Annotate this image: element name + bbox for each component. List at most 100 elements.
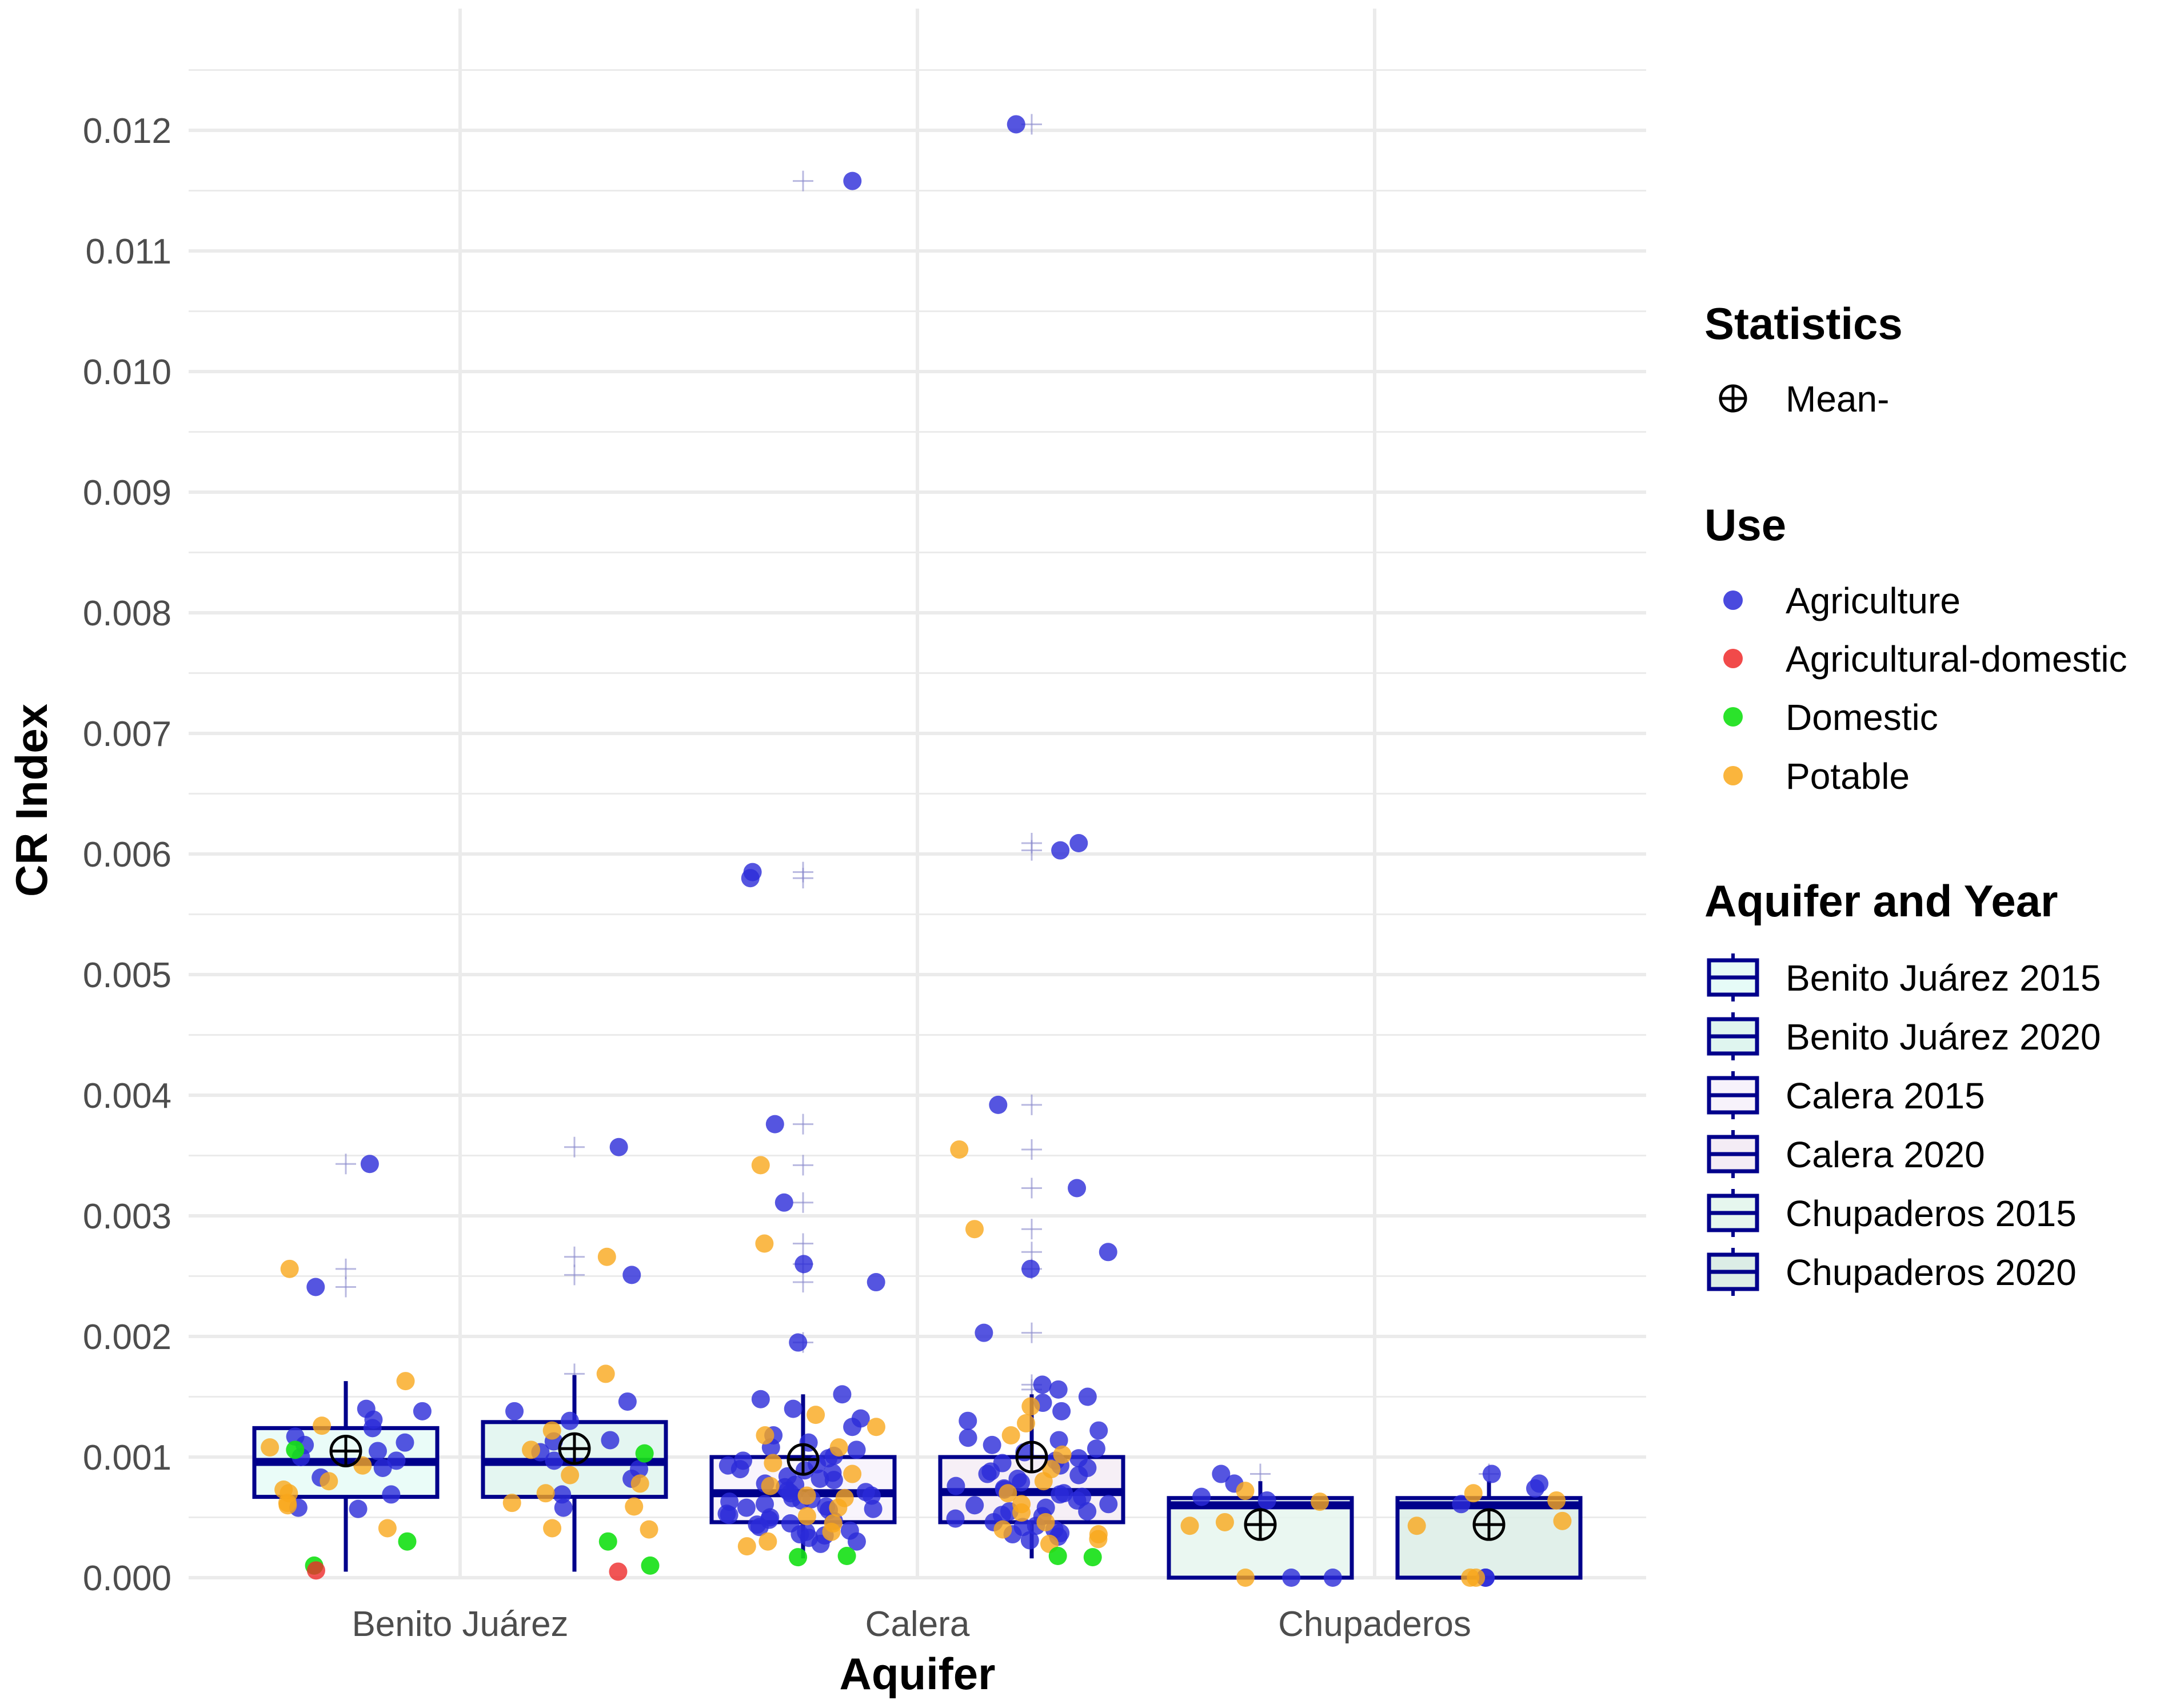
data-point-potable (950, 1140, 969, 1159)
y-tick-label: 0.001 (83, 1438, 171, 1478)
data-point-potable (353, 1456, 372, 1475)
legend-group-label: Chupaderos 2020 (1786, 1252, 2077, 1293)
data-point-agriculture (975, 1323, 993, 1342)
mean-marker (329, 1434, 362, 1467)
boxplot-swatch-icon (1707, 1189, 1759, 1237)
data-point-agriculture (1526, 1479, 1545, 1498)
data-point-potable (764, 1454, 782, 1472)
data-point-agriculture (1012, 1473, 1031, 1492)
data-point-domestic (789, 1548, 808, 1567)
boxplot-swatch-icon (1707, 1012, 1759, 1060)
data-point-potable (755, 1234, 774, 1253)
data-point-potable (278, 1496, 297, 1515)
data-point-agriculture (382, 1485, 401, 1504)
data-point-agriculture (1452, 1495, 1471, 1514)
data-point-agriculture (1007, 115, 1025, 134)
data-point-agriculture (741, 869, 760, 888)
legend-statistics-title: Statistics (1704, 298, 1903, 349)
boxplot-swatch-icon (1707, 1130, 1759, 1178)
data-point-potable (761, 1476, 780, 1495)
mean-marker (558, 1432, 591, 1465)
data-point-potable (999, 1484, 1017, 1503)
data-point-agriculture (959, 1411, 977, 1430)
data-point-agriculture (561, 1411, 580, 1430)
data-point-potable (1001, 1426, 1020, 1445)
data-point-potable (1017, 1414, 1036, 1432)
data-point-agriculture (1021, 1259, 1040, 1278)
legend-mean-item: Mean- (1719, 378, 1889, 420)
legend-group-label: Benito Juárez 2015 (1786, 957, 2101, 999)
data-point-agriculture (387, 1451, 406, 1470)
data-point-agriculture (349, 1499, 368, 1518)
data-point-potable (1034, 1472, 1053, 1491)
data-point-agriculture (1482, 1464, 1501, 1483)
data-point-potable (597, 1247, 616, 1266)
data-point-agriculture (947, 1476, 965, 1495)
data-point-potable (1461, 1569, 1480, 1587)
legend-group-item: Chupaderos 2020 (1707, 1248, 2077, 1296)
data-point-agriculture (618, 1392, 637, 1411)
data-point-agriculture (843, 171, 862, 190)
data-point-agriculture (601, 1431, 620, 1450)
data-point-potable (261, 1438, 280, 1457)
y-tick-label: 0.012 (83, 111, 171, 151)
data-point-agriculture (1099, 1495, 1118, 1514)
data-point-agriculture (1078, 1502, 1097, 1521)
data-point-agriculture (1192, 1487, 1211, 1506)
data-point-potable (1021, 1397, 1040, 1416)
data-point-potable (1180, 1517, 1199, 1535)
data-point-agriculture (1323, 1569, 1342, 1587)
y-tick-label: 0.002 (83, 1318, 171, 1357)
data-point-agriculture (1051, 841, 1070, 860)
data-point-agriculture (622, 1266, 641, 1284)
data-point-agriculture (1051, 1485, 1069, 1504)
legend-group-label: Chupaderos 2015 (1786, 1193, 2077, 1234)
data-point-domestic (635, 1444, 654, 1463)
y-tick-label: 0.011 (85, 232, 171, 272)
data-point-potable (1311, 1492, 1329, 1511)
data-point-potable (378, 1519, 397, 1538)
legend: Statistics Mean- Use Agriculture Agricul… (1704, 298, 2127, 1296)
data-point-agriculture (1052, 1402, 1071, 1420)
domestic-swatch (1723, 707, 1743, 727)
data-point-potable (1012, 1503, 1031, 1522)
data-point-agriculture (1089, 1421, 1108, 1440)
data-point-domestic (1048, 1547, 1067, 1566)
mean-markers (329, 1432, 1506, 1541)
data-point-potable (1236, 1569, 1255, 1587)
data-point-agriculture (1212, 1464, 1231, 1483)
data-point-agriculture (1068, 1179, 1087, 1198)
data-point-agriculture (1069, 1466, 1088, 1484)
data-point-agriculture (867, 1273, 885, 1292)
y-tick-label: 0.009 (83, 473, 171, 513)
data-point-agriculture (1069, 834, 1088, 853)
data-point-potable (867, 1418, 885, 1436)
data-point-potable (1215, 1513, 1234, 1531)
data-point-agriculture (1049, 1431, 1068, 1450)
mean-marker (786, 1443, 820, 1476)
data-point-agriculture (737, 1498, 756, 1517)
data-point-agriculture (718, 1456, 737, 1475)
data-point-domestic (837, 1547, 856, 1566)
boxplot-swatch-icon (1707, 1248, 1759, 1296)
data-point-potable (756, 1426, 774, 1445)
data-point-agriculture (989, 1095, 1008, 1114)
data-point-agriculture (554, 1498, 573, 1517)
data-point-agriculture (1087, 1439, 1105, 1458)
data-point-agriculture (1049, 1380, 1068, 1399)
data-point-potable (965, 1220, 984, 1239)
data-point-potable (1553, 1511, 1572, 1530)
data-point-agriculture (794, 1255, 813, 1274)
legend-group-label: Benito Juárez 2020 (1786, 1016, 2101, 1057)
legend-use-label: Agricultural-domestic (1786, 638, 2127, 680)
legend-use-domestic: Domestic (1723, 697, 1938, 738)
data-point-potable (630, 1474, 649, 1493)
data-point-agriculture (360, 1155, 379, 1174)
data-point-agriculture (983, 1435, 1001, 1454)
data-point-agriculture (978, 1464, 997, 1483)
data-point-agriculture (847, 1440, 866, 1459)
data-point-potable (835, 1488, 854, 1507)
legend-use-label: Agriculture (1786, 580, 1961, 621)
data-point-potable (797, 1486, 816, 1505)
